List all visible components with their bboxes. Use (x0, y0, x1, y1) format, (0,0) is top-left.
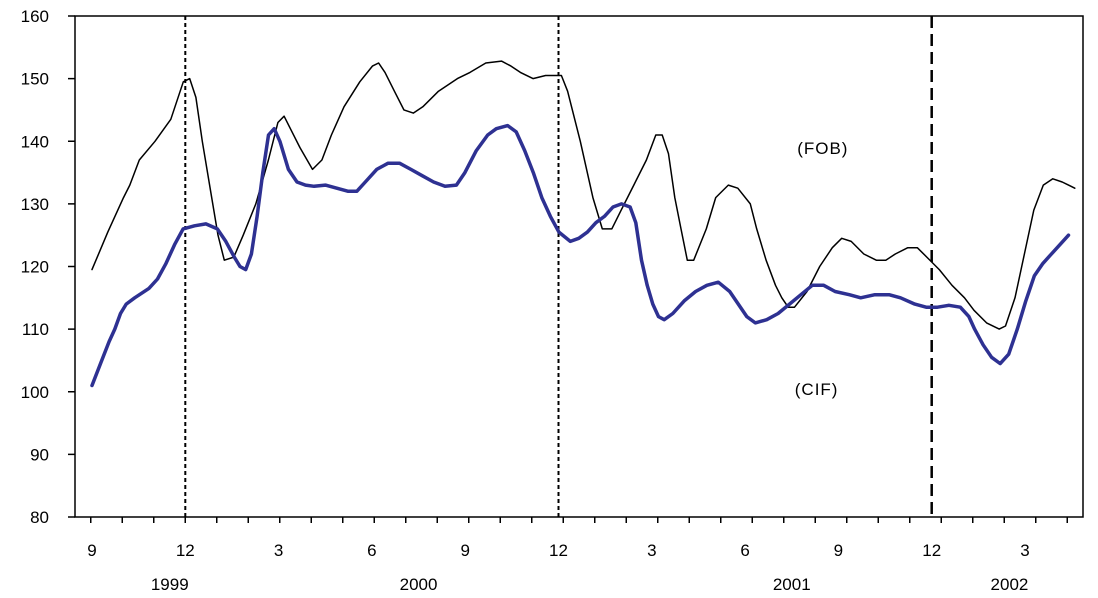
series-line (90, 123, 1071, 388)
x-tick-label: 3 (647, 541, 656, 560)
y-tick-label: 110 (22, 320, 49, 339)
period-divider-lines (184, 16, 933, 517)
year-label: 2002 (991, 575, 1029, 594)
x-tick-label: 6 (367, 541, 376, 560)
x-tick-label: 3 (274, 541, 283, 560)
chart-series (90, 60, 1076, 388)
year-label: 2000 (400, 575, 438, 594)
chart-axes: 80 90 100 110 120 130 140 150 160 9 12 3 6 9 12 3 6 9 12 3 1… (21, 7, 1084, 594)
y-tick-label: 80 (30, 508, 49, 527)
x-tick-label: 9 (834, 541, 843, 560)
x-tick-label: 12 (549, 541, 568, 560)
x-tick-label: 6 (740, 541, 749, 560)
y-tick-label: 140 (21, 132, 49, 151)
x-tick-label: 3 (1020, 541, 1029, 560)
x-tick-label: 9 (460, 541, 469, 560)
year-label: 2001 (773, 575, 811, 594)
y-tick-label: 130 (21, 195, 49, 214)
year-label: 1999 (151, 575, 189, 594)
y-tick-label: 150 (21, 70, 49, 89)
series-label: (FOB) (797, 139, 848, 158)
x-tick-label: 9 (87, 541, 96, 560)
series-line (91, 60, 1076, 330)
x-tick-label: 12 (176, 541, 195, 560)
chart-labels: (FOB) (CIF) (795, 139, 848, 399)
series-label: (CIF) (795, 380, 839, 399)
y-tick-label: 160 (21, 7, 49, 26)
y-tick-label: 90 (30, 445, 49, 464)
y-tick-label: 100 (21, 383, 49, 402)
y-tick-label: 120 (21, 258, 49, 277)
x-tick-label: 12 (922, 541, 941, 560)
